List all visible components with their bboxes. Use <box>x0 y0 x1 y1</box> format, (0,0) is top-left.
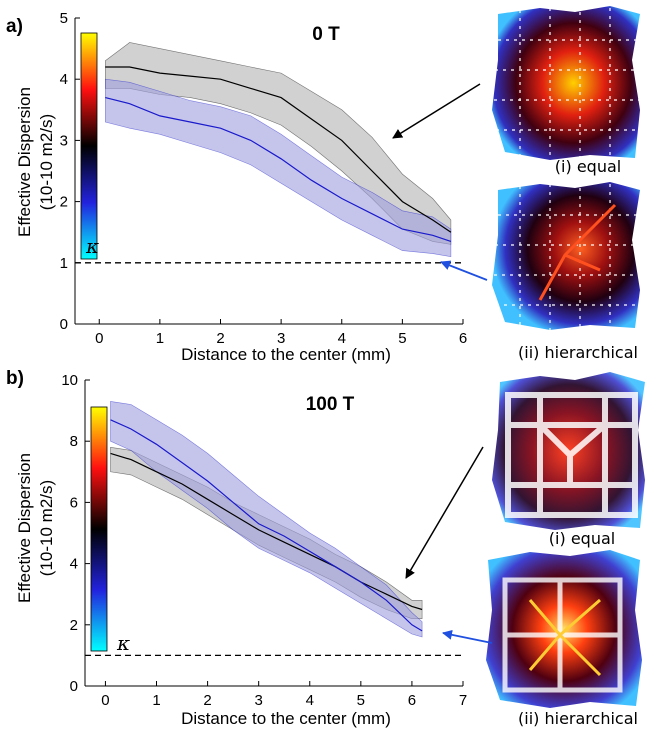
x-tick-label: 1 <box>156 330 164 347</box>
x-tick-label: 3 <box>277 330 285 347</box>
network-b-hierarchical <box>486 550 642 708</box>
panel-b-label: b) <box>6 368 24 389</box>
arrow-b-hierarchical <box>442 629 493 644</box>
network-b-equal <box>492 372 645 530</box>
y-tick-label: 8 <box>70 433 78 450</box>
network-a-hierarchical-trunk <box>538 203 617 301</box>
network-b-hierarchical-label: (ii) hierarchical <box>518 709 638 728</box>
panel-b-colorbar <box>90 406 108 652</box>
panel-b-plot: 0 1 2 3 4 5 6 7 0 2 4 6 8 10 <box>61 372 467 709</box>
x-tick-label: 0 <box>101 692 109 709</box>
kappa-label-a: κ <box>85 234 99 258</box>
network-a-equal <box>492 6 640 160</box>
network-b-equal-mesh <box>505 392 638 518</box>
network-b-hierarchical-trunk <box>528 598 602 677</box>
x-tick-label: 6 <box>459 330 467 347</box>
y-tick-label: 1 <box>60 255 68 272</box>
x-tick-label: 4 <box>338 330 346 347</box>
y-tick-label: 2 <box>60 194 68 211</box>
series-0-line <box>105 66 452 233</box>
panel-a-plot: 0 1 2 3 4 5 6 0 1 2 3 4 5 <box>60 10 468 347</box>
panel-b-ylabel-unit: (10-10 m2/s) <box>37 480 56 576</box>
kappa-label-b: κ <box>116 631 130 655</box>
series-0-line <box>110 452 423 611</box>
network-b-hierarchical-image <box>486 550 642 708</box>
network-b-equal-label: (i) equal <box>549 529 615 548</box>
y-tick-label: 0 <box>60 316 68 333</box>
network-a-equal-mesh <box>494 8 640 160</box>
x-tick-label: 2 <box>216 330 224 347</box>
arrow-a-equal <box>392 83 481 139</box>
panel-a-xlabel: Distance to the center (mm) <box>181 345 391 364</box>
colorbar-a <box>80 32 98 260</box>
y-tick-label: 2 <box>70 617 78 634</box>
x-tick-label: 6 <box>408 692 416 709</box>
x-tick-label: 0 <box>95 330 103 347</box>
series-1-line <box>110 419 423 632</box>
y-tick-label: 5 <box>60 10 68 27</box>
x-tick-label: 2 <box>203 692 211 709</box>
panel-b-ylabel: Effective Dispersion <box>15 453 34 603</box>
panel-a-ylabel-unit: (10-10 m2/s) <box>37 114 56 210</box>
arrow-b-equal <box>405 446 484 579</box>
series-1-band <box>110 401 423 638</box>
network-a-hierarchical-label: (ii) hierarchical <box>518 343 638 362</box>
y-tick-label: 10 <box>61 372 78 389</box>
x-tick-label: 1 <box>152 692 160 709</box>
y-tick-label: 4 <box>70 556 78 573</box>
network-a-equal-label: (i) equal <box>555 157 621 176</box>
panel-a: a) 0 T 0 1 2 3 4 5 6 0 1 2 3 4 5 κ Distance to the c… <box>6 6 640 364</box>
panel-b-xlabel: Distance to the center (mm) <box>181 709 391 728</box>
y-tick-label: 6 <box>70 494 78 511</box>
x-tick-label: 5 <box>398 330 406 347</box>
series-1-band <box>105 78 452 258</box>
x-tick-label: 5 <box>357 692 365 709</box>
panel-a-ylabel: Effective Dispersion <box>15 87 34 237</box>
network-a-hierarchical <box>492 182 640 330</box>
panel-a-colorbar <box>80 32 98 260</box>
series-1-line <box>105 97 452 242</box>
panel-b: b) 100 T 0 1 2 3 4 5 6 7 0 2 4 6 8 10 κ Distance to t… <box>6 368 645 728</box>
y-tick-label: 3 <box>60 132 68 149</box>
network-a-hierarchical-mesh <box>494 184 640 330</box>
x-tick-label: 4 <box>306 692 314 709</box>
panel-a-title: 0 T <box>312 24 340 45</box>
panel-a-label: a) <box>6 16 23 37</box>
panel-b-title: 100 T <box>306 394 355 415</box>
x-tick-label: 3 <box>255 692 263 709</box>
arrow-a-hierarchical <box>440 260 488 281</box>
y-tick-label: 0 <box>70 678 78 695</box>
network-a-equal-image <box>492 6 640 160</box>
y-tick-label: 4 <box>60 71 68 88</box>
colorbar-b <box>90 406 108 652</box>
x-tick-label: 7 <box>459 692 467 709</box>
